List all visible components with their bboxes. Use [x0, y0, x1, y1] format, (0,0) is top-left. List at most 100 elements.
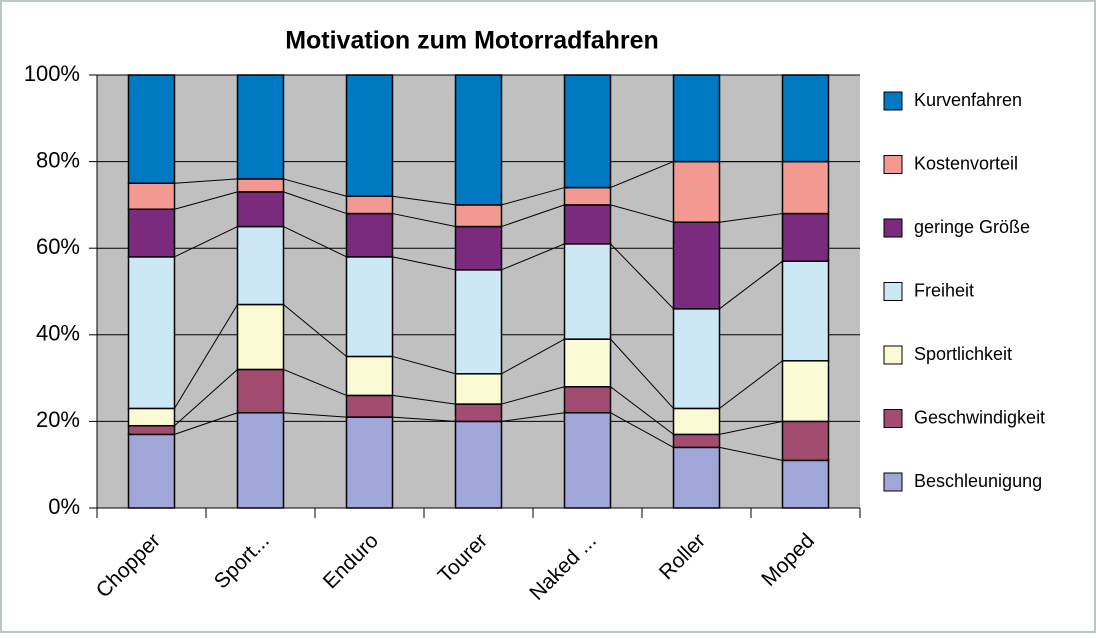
legend-label: Freiheit — [914, 280, 974, 300]
legend-swatch — [883, 155, 903, 174]
bar-segment — [127, 433, 176, 509]
bar-segment — [781, 420, 830, 462]
series-line — [174, 178, 238, 184]
bar-segment — [454, 204, 503, 228]
series-line — [392, 394, 456, 405]
bar-segment — [454, 269, 503, 375]
series-line — [392, 213, 456, 228]
bar-segment — [127, 424, 176, 436]
series-line — [610, 243, 674, 310]
bar-segment — [236, 191, 285, 228]
series-line — [174, 191, 238, 210]
bar-segment — [454, 225, 503, 271]
bar-segment — [127, 74, 176, 184]
bar-segment — [563, 411, 612, 509]
series-line — [283, 412, 347, 418]
bar-segment — [345, 195, 394, 215]
bar-segment — [672, 407, 721, 436]
bar-segment — [563, 186, 612, 206]
legend-swatch — [883, 345, 903, 365]
legend-swatch — [883, 472, 903, 492]
bar-segment — [672, 308, 721, 410]
bar-segment — [454, 373, 503, 405]
series-line — [719, 213, 783, 223]
series-line — [283, 191, 347, 215]
bar-segment — [236, 368, 285, 414]
bar-segment — [672, 446, 721, 509]
series-line — [283, 226, 347, 258]
bar-segment — [781, 160, 830, 215]
series-line — [174, 304, 238, 409]
bar-segment — [781, 260, 830, 362]
series-line — [501, 204, 565, 228]
y-tick-label: 0% — [48, 494, 80, 519]
series-line — [392, 195, 456, 206]
legend-label: Sportlichkeit — [914, 344, 1012, 364]
bar-segment — [781, 212, 830, 262]
bar-segment — [345, 355, 394, 397]
bar-segment — [345, 416, 394, 509]
series-line — [392, 355, 456, 375]
y-tick-label: 40% — [36, 321, 80, 346]
series-line — [174, 369, 238, 427]
series-line — [174, 412, 238, 435]
bar-segment — [672, 160, 721, 223]
series-line — [610, 412, 674, 448]
legend-swatch — [883, 409, 903, 428]
series-line — [610, 386, 674, 435]
bar-segment — [236, 225, 285, 306]
bar-segment — [345, 394, 394, 418]
bar-segment — [563, 386, 612, 414]
bar-segment — [454, 74, 503, 206]
chart-title: Motivation zum Motorradfahren — [285, 27, 659, 55]
series-line — [283, 178, 347, 197]
bar-segment — [236, 411, 285, 509]
legend-label: Geschwindigkeit — [914, 407, 1045, 427]
series-line — [283, 304, 347, 357]
bar-segment — [563, 243, 612, 340]
bar-segment — [672, 433, 721, 449]
bar-segment — [236, 303, 285, 371]
legend-label: Kurvenfahren — [914, 90, 1022, 110]
series-line — [501, 386, 565, 405]
bar-segment — [563, 74, 612, 189]
bar-segment — [781, 459, 830, 509]
y-tick-label: 20% — [36, 407, 80, 432]
series-line — [501, 412, 565, 422]
series-line — [719, 420, 783, 435]
bar-segment — [563, 204, 612, 245]
series-line — [501, 187, 565, 206]
legend-label: Kostenvorteil — [914, 153, 1018, 173]
bar-segment — [672, 221, 721, 310]
series-line — [719, 260, 783, 310]
legend-label: geringe Größe — [914, 217, 1030, 237]
bar-segment — [127, 182, 176, 210]
bar-segment — [127, 407, 176, 427]
bar-segment — [781, 74, 830, 163]
series-line — [610, 338, 674, 409]
y-tick-label: 80% — [36, 147, 80, 172]
series-line — [283, 368, 347, 396]
bar-segment — [236, 178, 285, 193]
series-line — [392, 416, 456, 422]
bar-segment — [672, 74, 721, 163]
bar-segment — [345, 256, 394, 358]
legend-swatch — [883, 218, 903, 238]
bar-segment — [454, 420, 503, 509]
series-line — [392, 256, 456, 271]
series-line — [610, 204, 674, 223]
series-line — [174, 226, 238, 258]
bar-segment — [127, 208, 176, 258]
legend-swatch — [883, 282, 903, 301]
bar-segment — [781, 360, 830, 423]
series-line — [610, 161, 674, 189]
bar-segment — [236, 74, 285, 180]
series-line — [719, 360, 783, 409]
y-tick-label: 100% — [24, 61, 80, 86]
bar-segment — [345, 74, 394, 197]
bar-segment — [345, 212, 394, 258]
legend-swatch — [883, 91, 903, 111]
series-line — [501, 243, 565, 271]
y-tick-label: 60% — [36, 234, 80, 259]
